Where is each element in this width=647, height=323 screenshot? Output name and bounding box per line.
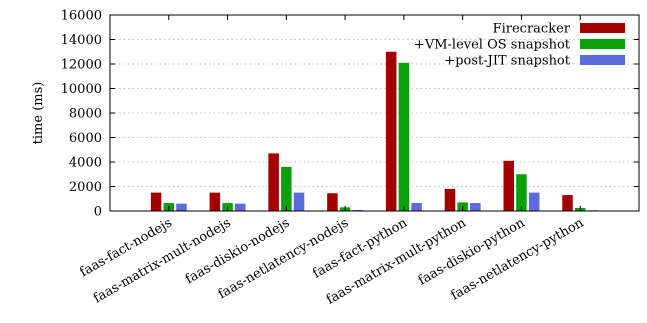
bar-1 (444, 188, 456, 211)
y-tick-label: 16000 (61, 9, 102, 24)
y-tick-label: 8000 (69, 107, 102, 122)
bar-3 (293, 192, 305, 211)
legend-swatch (580, 55, 625, 65)
bar-3 (470, 203, 481, 211)
legend-label: Firecracker (493, 22, 571, 37)
bar-1 (385, 51, 397, 211)
bar-2 (398, 62, 410, 212)
legend-label: +VM-level OS snapshot (414, 38, 571, 53)
bars (150, 51, 599, 212)
bar-3 (235, 203, 246, 211)
bar-3 (528, 192, 540, 211)
legend: Firecracker+VM-level OS snapshot+post-JI… (414, 22, 625, 69)
y-tick-label: 6000 (69, 131, 102, 146)
bar-1 (150, 192, 162, 211)
y-tick-label: 12000 (61, 58, 102, 73)
y-axis-ticks: 0 2000 4000 6000 8000 10000 12000 14000 16000 (61, 9, 639, 220)
bar-3 (411, 203, 422, 211)
bar-1 (562, 195, 573, 211)
bar-1 (268, 153, 279, 211)
y-tick-label: 2000 (69, 180, 102, 195)
bar-2 (281, 166, 292, 211)
bar-1 (209, 192, 221, 211)
y-axis-title: time (ms) (31, 82, 46, 145)
bar-1 (327, 193, 338, 211)
legend-swatch (580, 39, 625, 49)
bar-1 (503, 160, 514, 211)
bar-2 (516, 174, 527, 211)
legend-swatch (580, 23, 625, 33)
y-tick-label: 10000 (61, 82, 102, 97)
bar-3 (176, 203, 187, 211)
legend-label: +post-JIT snapshot (444, 54, 570, 69)
y-tick-label: 14000 (61, 33, 102, 48)
y-tick-label: 4000 (69, 156, 102, 171)
y-tick-label: 0 (94, 205, 102, 220)
